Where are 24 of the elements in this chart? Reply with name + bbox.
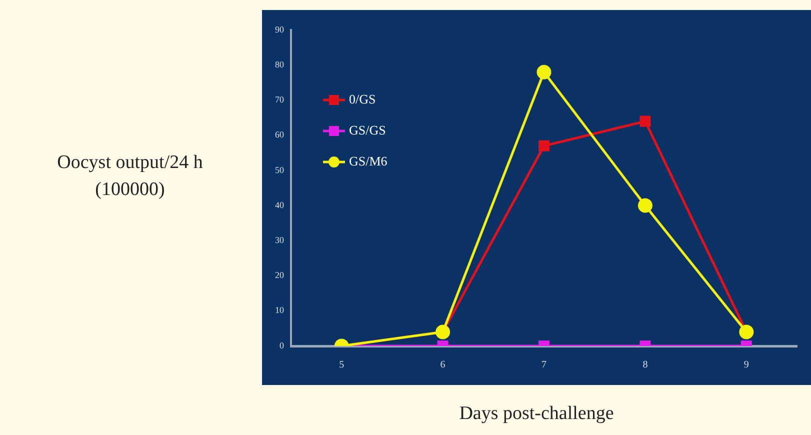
y-tick-label: 70: [275, 94, 284, 105]
x-tick-label: 6: [440, 360, 446, 371]
point: [640, 116, 651, 127]
y-tick-label: 20: [275, 270, 284, 280]
y-tick-label: 0: [280, 340, 284, 350]
y-tick-label: 30: [275, 235, 284, 246]
y-axis-title: Oocyst output/24 h (100000): [56, 151, 204, 202]
y-tick-label: 10: [275, 305, 284, 316]
x-tick-label: 9: [744, 360, 749, 371]
y-tick-label: 90: [275, 24, 284, 34]
point: [638, 198, 652, 213]
point: [538, 140, 550, 152]
legend-label: GS/GS: [349, 122, 386, 138]
y-tick-label: 50: [275, 164, 284, 175]
x-tick-label: 7: [542, 360, 546, 371]
x-tick-label: 5: [339, 360, 344, 371]
y-tick-label: 60: [275, 130, 284, 140]
y-tick-label: 80: [275, 59, 284, 70]
x-tick-label: 8: [642, 360, 648, 371]
y-tick-label: 40: [275, 200, 284, 210]
x-axis-title: Days post-challenge: [458, 403, 615, 425]
point: [536, 64, 552, 80]
legend-label: GS/M6: [349, 153, 388, 168]
legend-label: 0/GS: [349, 91, 376, 106]
